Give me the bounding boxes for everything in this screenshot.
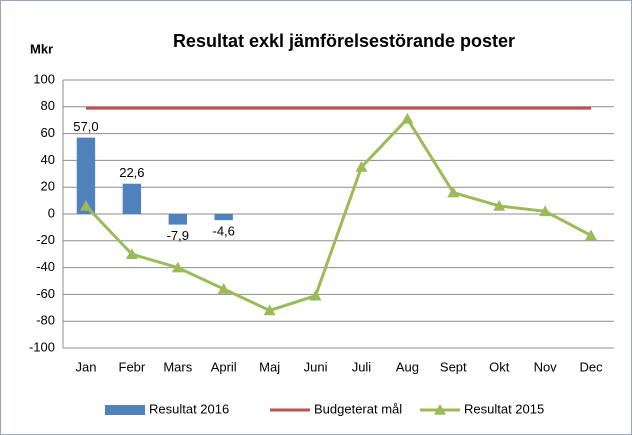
chart-title: Resultat exkl jämförelsestörande poster xyxy=(173,31,515,51)
legend-label: Resultat 2016 xyxy=(149,401,229,416)
marker xyxy=(401,112,414,124)
bar xyxy=(168,214,187,225)
y-tick-label: 60 xyxy=(41,125,55,140)
y-tick-label: 20 xyxy=(41,179,55,194)
legend-label: Resultat 2015 xyxy=(464,401,544,416)
x-tick-label: Aug xyxy=(396,359,419,374)
bar xyxy=(122,183,142,214)
x-tick-label: Jan xyxy=(75,359,96,374)
marker xyxy=(585,229,598,241)
data-label: 22,6 xyxy=(119,165,144,180)
data-label: 57,0 xyxy=(73,119,98,134)
marker xyxy=(171,261,184,273)
x-tick-label: Juli xyxy=(352,359,372,374)
legend-marker xyxy=(434,404,446,415)
x-tick-label: April xyxy=(211,359,237,374)
y-axis-label: Mkr xyxy=(30,41,53,56)
x-tick-label: Dec xyxy=(579,359,603,374)
y-tick-label: 40 xyxy=(41,152,55,167)
marker xyxy=(79,199,92,211)
y-tick-label: 0 xyxy=(48,205,55,220)
bar xyxy=(76,137,96,214)
data-label: -4,6 xyxy=(213,224,235,239)
marker xyxy=(493,199,506,211)
marker xyxy=(539,205,552,217)
bar xyxy=(214,214,233,221)
marker xyxy=(263,304,276,316)
legend-label: Budgeterat mål xyxy=(314,401,402,416)
y-tick-label: -80 xyxy=(36,313,55,328)
x-tick-label: Okt xyxy=(489,359,510,374)
x-tick-label: Nov xyxy=(534,359,558,374)
data-label: -7,9 xyxy=(167,228,189,243)
line xyxy=(84,116,592,313)
y-tick-label: -100 xyxy=(29,339,55,354)
marker xyxy=(125,248,138,259)
x-tick-label: Maj xyxy=(259,359,280,374)
x-tick-label: Mars xyxy=(163,359,192,374)
y-tick-label: 80 xyxy=(41,98,55,113)
marker xyxy=(355,161,368,172)
marker xyxy=(447,186,460,198)
marker xyxy=(217,283,230,294)
x-tick-label: Sept xyxy=(440,359,467,374)
marker xyxy=(309,289,322,301)
x-tick-label: Juni xyxy=(304,359,328,374)
y-tick-label: -60 xyxy=(36,286,55,301)
y-tick-label: 100 xyxy=(33,71,55,86)
legend-swatch xyxy=(105,405,145,415)
y-tick-label: -20 xyxy=(36,232,55,247)
y-tick-label: -40 xyxy=(36,259,55,274)
x-tick-label: Febr xyxy=(119,359,146,374)
